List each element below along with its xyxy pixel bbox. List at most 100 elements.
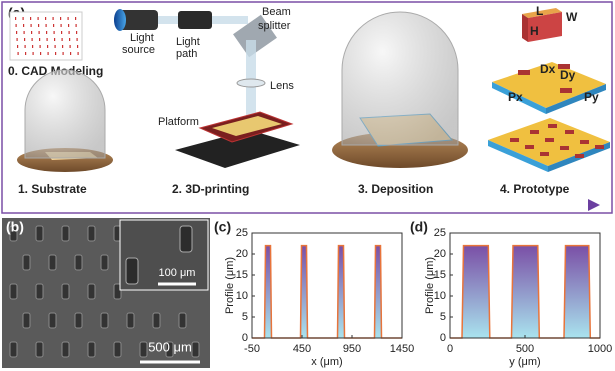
pillar: [560, 88, 572, 93]
block-top: [522, 8, 562, 18]
cad-dot: [25, 52, 27, 55]
cad-dot: [37, 17, 39, 20]
sem-pillar: [9, 225, 18, 242]
cad-dot: [38, 24, 40, 27]
sem-pillar: [22, 312, 31, 329]
scale-label: 100 μm: [159, 267, 196, 279]
cad-dot: [67, 17, 69, 20]
cad-dot: [32, 45, 34, 48]
pillar: [510, 138, 519, 142]
y-tick-label: 10: [236, 290, 248, 302]
cad-dot: [75, 24, 77, 27]
dim-label: Py: [584, 90, 599, 104]
sem-pillar: [87, 225, 96, 242]
cad-dot: [62, 52, 64, 55]
pillar: [575, 154, 584, 158]
cad-dot: [40, 52, 42, 55]
sem-pillar: [22, 254, 31, 271]
block-front: [528, 12, 562, 42]
pillar: [558, 64, 570, 69]
sem-pillar: [9, 341, 18, 358]
sem-pillar: [48, 254, 57, 271]
sem-pillar: [191, 341, 200, 358]
cad-dot: [38, 31, 40, 34]
lens: [236, 78, 266, 88]
cad-dot: [54, 45, 56, 48]
pillar: [580, 140, 589, 144]
area: [450, 245, 600, 338]
label: Beam: [262, 6, 291, 18]
sem-pillar: [61, 283, 70, 300]
cad-dot: [77, 45, 79, 48]
sem-pillar: [87, 341, 96, 358]
area: [252, 245, 402, 338]
sem-pillar: [87, 283, 96, 300]
y-tick-label: 20: [434, 248, 446, 260]
cad-dot: [15, 24, 17, 27]
dim-label: H: [530, 24, 539, 38]
cad-dot: [77, 52, 79, 55]
cad-dot: [16, 38, 18, 41]
plate-side: [488, 140, 548, 172]
sem-pillar: [9, 283, 18, 300]
cad-dot: [76, 31, 78, 34]
x-axis-label: y (μm): [509, 356, 540, 368]
step-label: 2. 3D-printing: [172, 182, 249, 196]
cad-dot: [68, 24, 70, 27]
cad-dot: [55, 52, 57, 55]
pillar: [565, 130, 574, 134]
sem-pillar: [74, 254, 83, 271]
cad-dot: [54, 38, 56, 41]
cad-dot: [52, 17, 54, 20]
label: Platform: [158, 116, 199, 128]
pillar: [525, 145, 534, 149]
cad-dot: [30, 24, 32, 27]
x-tick-label: 0: [447, 343, 453, 355]
cad-dots: [15, 17, 79, 55]
sem-pillar: [113, 283, 122, 300]
cad-dot: [46, 38, 48, 41]
cad-dot: [47, 52, 49, 55]
pillar: [540, 152, 549, 156]
cad-dot: [53, 24, 55, 27]
cad-dot: [60, 24, 62, 27]
cad-dot: [30, 17, 32, 20]
pillar: [548, 124, 557, 128]
pillars: [510, 124, 604, 158]
cad-dot: [75, 17, 77, 20]
x-tick-label: 950: [343, 343, 361, 355]
plot-frame: [251, 232, 403, 339]
sem-pillar: [35, 225, 44, 242]
arrow-head: [588, 199, 600, 211]
y-tick-label: 5: [440, 311, 446, 323]
block-side: [522, 14, 528, 42]
label: Light: [176, 36, 200, 48]
cad-dot: [69, 38, 71, 41]
y-tick-label: 5: [242, 311, 248, 323]
x-axis-label: x (μm): [311, 356, 342, 368]
y-tick-label: 15: [236, 269, 248, 281]
cad-dot: [39, 38, 41, 41]
cad-dot: [69, 45, 71, 48]
bell-jar: [341, 11, 459, 146]
step-label: 4. Prototype: [500, 182, 570, 196]
cad-dot: [60, 17, 62, 20]
pillar: [530, 130, 539, 134]
label: splitter: [258, 20, 291, 32]
cad-dot: [45, 17, 47, 20]
cad-dot: [23, 24, 25, 27]
light-source-head: [114, 9, 126, 31]
scale-label: 500 μm: [148, 339, 192, 354]
cad-dot: [62, 45, 64, 48]
y-tick-label: 15: [434, 269, 446, 281]
cad-dot: [46, 31, 48, 34]
sem-pillar: [126, 312, 135, 329]
cad-dot: [39, 45, 41, 48]
plate-side: [546, 84, 606, 114]
panel-frame: [1, 1, 613, 214]
label: source: [122, 44, 155, 56]
sem-pillar: [74, 312, 83, 329]
cad-dot: [24, 38, 26, 41]
sem-pillar: [35, 283, 44, 300]
sem-pillar: [178, 312, 187, 329]
